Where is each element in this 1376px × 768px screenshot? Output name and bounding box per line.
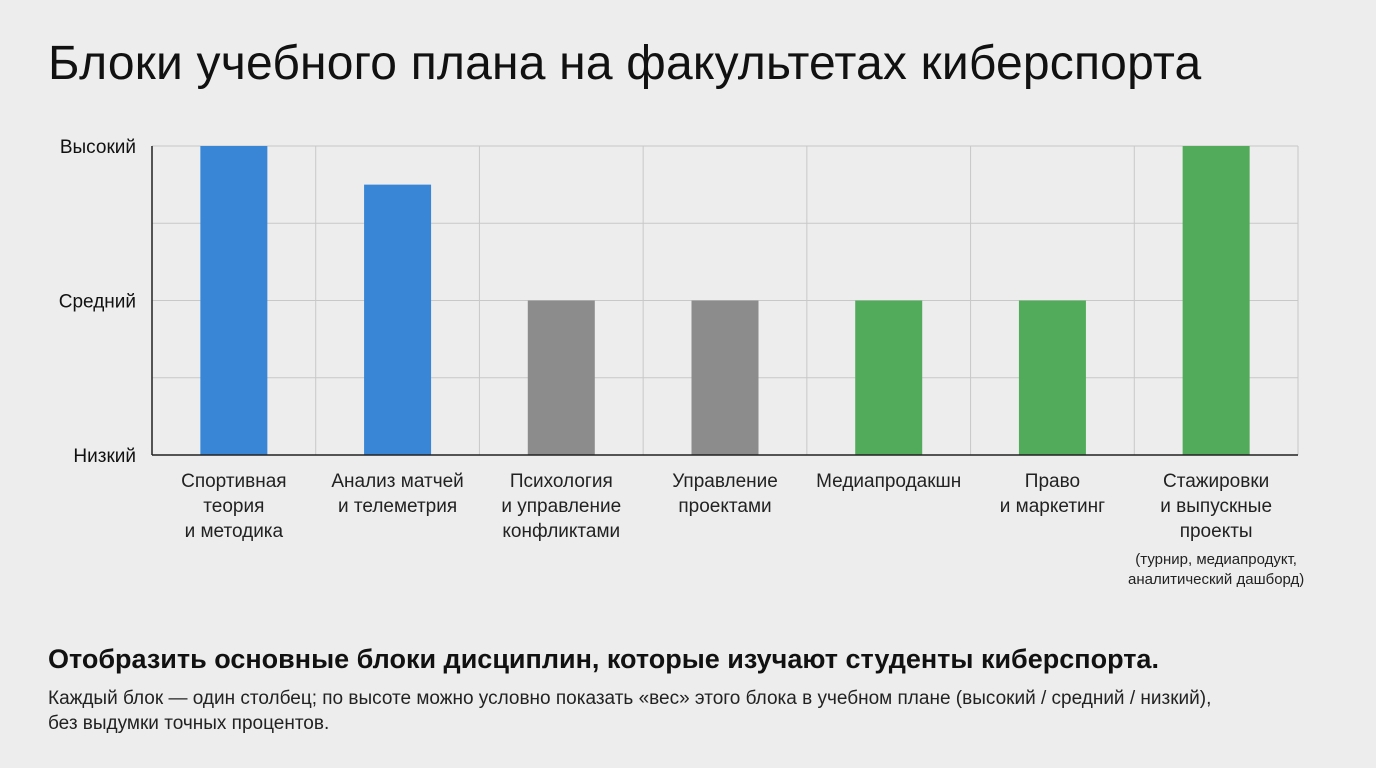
x-tick-label: и управление	[501, 496, 621, 517]
x-tick-label: конфликтами	[502, 521, 620, 542]
x-tick-label: Медиапродакшн	[816, 471, 961, 492]
bar	[364, 184, 432, 455]
x-tick-label: и методика	[185, 521, 284, 542]
x-tick-label: и телеметрия	[338, 496, 457, 517]
y-tick-label: Высокий	[60, 137, 136, 158]
x-tick-label: Спортивная	[181, 471, 286, 492]
bar	[1182, 146, 1250, 455]
footer-text: Каждый блок — один столбец; по высоте мо…	[48, 688, 1212, 734]
bar	[1018, 300, 1086, 455]
bar	[691, 300, 759, 455]
bar-chart: Низкий Средний Высокий Спортивная теория и ме…	[59, 137, 1305, 588]
bar	[200, 146, 268, 455]
x-tick-label: и маркетинг	[1000, 496, 1105, 517]
x-tick-label: проекты	[1180, 521, 1253, 542]
bar	[527, 300, 595, 455]
x-tick-label: Управление	[672, 471, 778, 492]
x-tick-label: Право	[1025, 471, 1080, 492]
y-tick-label: Низкий	[73, 446, 136, 467]
chart-title: Блоки учебного плана на факультетах кибе…	[48, 37, 1202, 90]
x-tick-label: проектами	[678, 496, 771, 517]
y-tick-label: Средний	[59, 292, 136, 313]
x-tick-label: теория	[203, 496, 264, 517]
x-tick-label: Анализ матчей	[331, 471, 463, 492]
x-tick-label: Психология	[510, 471, 613, 492]
footer-heading: Отобразить основные блоки дисциплин, кот…	[48, 644, 1159, 674]
x-tick-note: (турнир, медиапродукт,	[1135, 551, 1297, 568]
bar	[855, 300, 923, 455]
x-tick-note: аналитический дашборд)	[1128, 571, 1304, 588]
x-tick-label: Стажировки	[1163, 471, 1269, 492]
x-tick-label: и выпускные	[1160, 496, 1272, 517]
